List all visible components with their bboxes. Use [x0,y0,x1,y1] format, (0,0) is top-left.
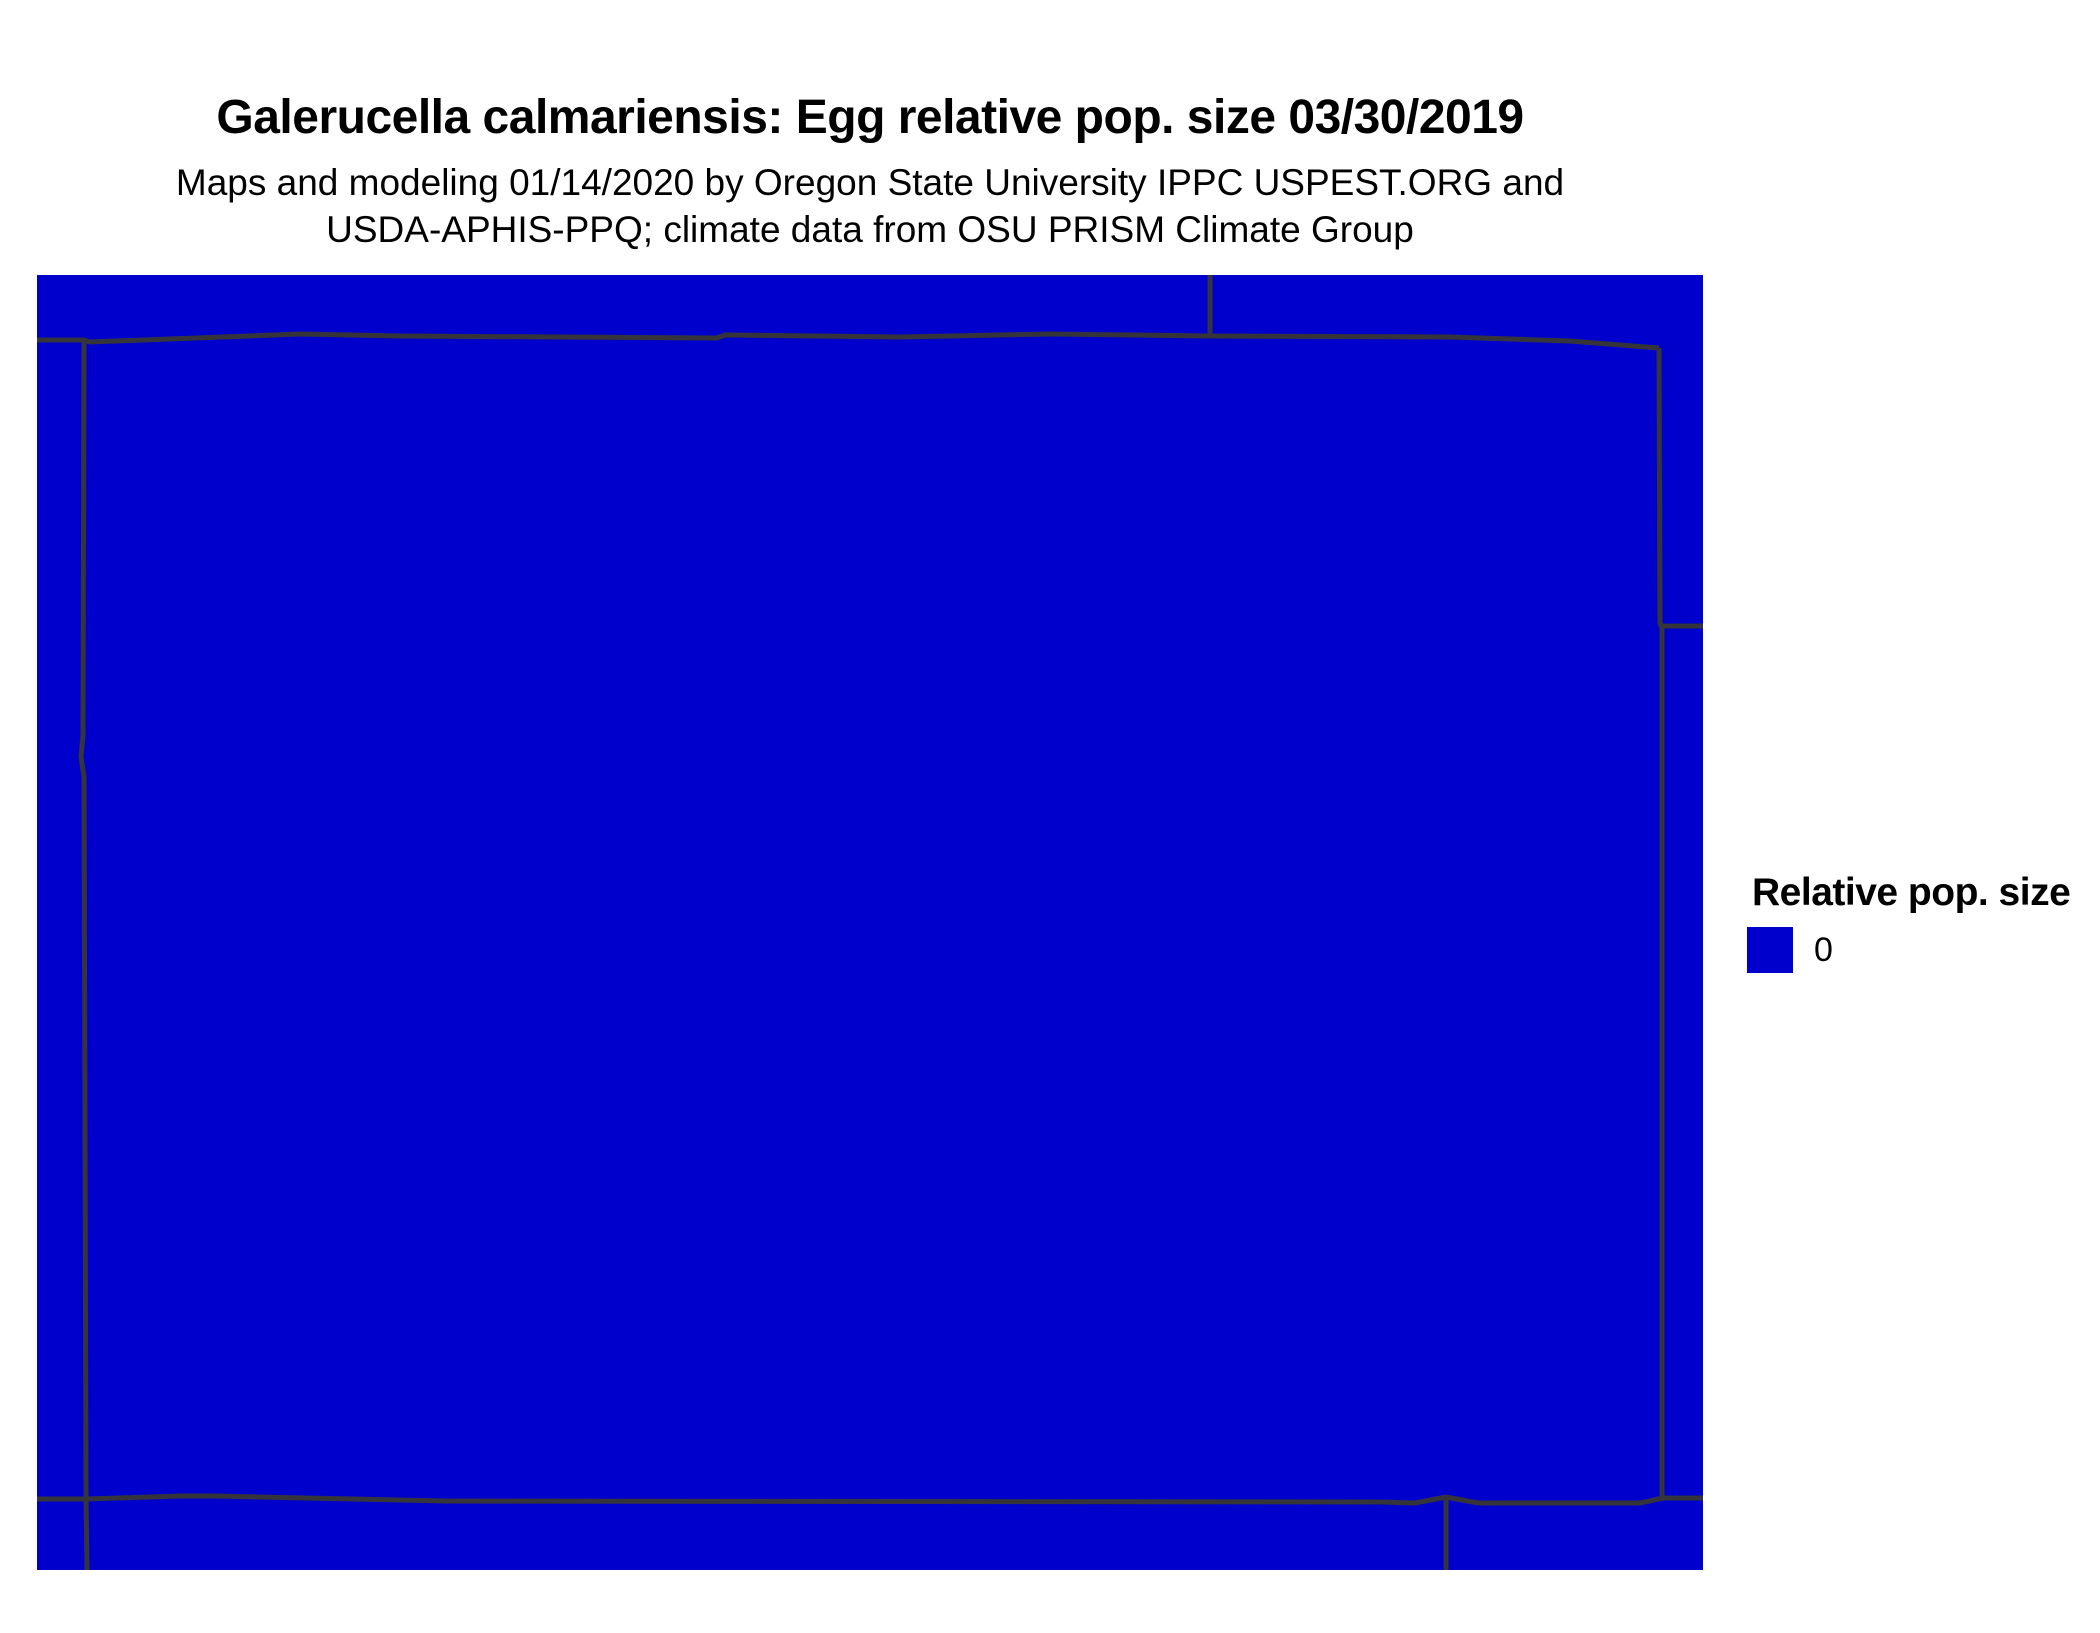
subtitle-line-1: Maps and modeling 01/14/2020 by Oregon S… [175,162,1565,203]
page-title: Galerucella calmariensis: Egg relative p… [216,91,1524,144]
legend-item-label: 0 [1814,931,1833,969]
state-boundary-south [37,1493,1703,1506]
choropleth-map [37,275,1703,1570]
subtitle-line-2: USDA-APHIS-PPQ; climate data from OSU PR… [326,209,1414,250]
state-boundary-north [37,331,1660,351]
legend-item: 0 [1747,927,1833,973]
legend-title: Relative pop. size [1752,871,2071,914]
legend-color-swatch [1747,927,1793,973]
state-boundary-west [78,339,90,1570]
state-boundaries [37,275,1703,1570]
map-fill-area [37,275,1703,1570]
page-subtitle: Maps and modeling 01/14/2020 by Oregon S… [37,159,1703,253]
